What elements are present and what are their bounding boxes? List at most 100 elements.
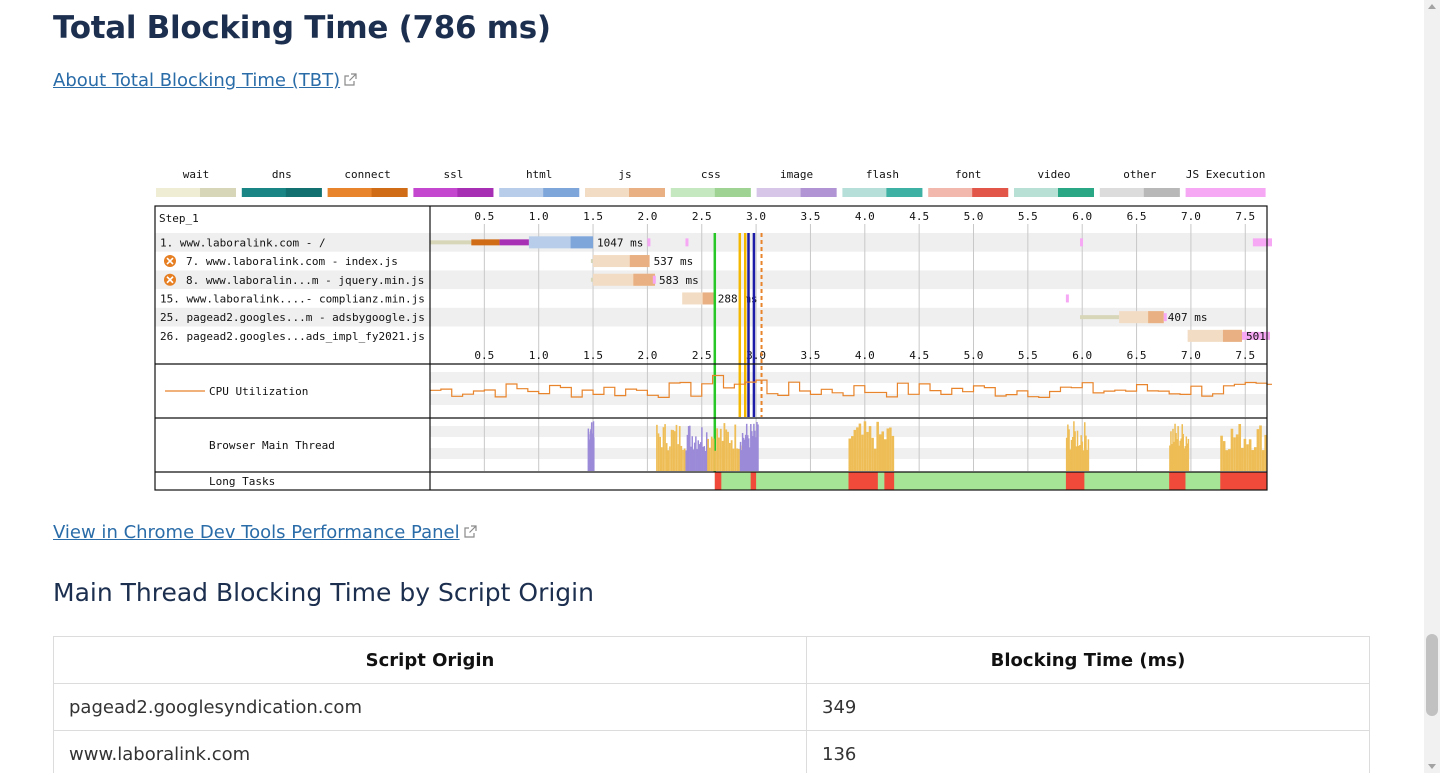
x-tick-label: 5.5 [1018, 349, 1038, 362]
main-thread-bar [1080, 435, 1082, 471]
main-thread-bar [1259, 425, 1262, 471]
long-task [714, 472, 722, 490]
main-thread-bar [656, 424, 658, 471]
main-thread-bar [682, 449, 684, 471]
main-thread-bar [721, 440, 724, 471]
legend-swatch [499, 188, 580, 197]
x-tick-label: 5.0 [964, 349, 984, 362]
main-thread-bar [716, 428, 719, 471]
external-link-icon [464, 525, 477, 538]
legend-label: js [618, 168, 631, 181]
main-thread-bar [727, 431, 729, 471]
main-thread-bar [1254, 447, 1257, 471]
x-tick-label: 7.0 [1181, 210, 1201, 223]
main-thread-bar [1082, 450, 1085, 471]
legend-swatch-dark [886, 188, 923, 197]
js-execution-mark [1065, 294, 1069, 303]
main-thread-bar [1170, 431, 1172, 471]
long-task [884, 472, 895, 490]
main-thread-bar [1084, 422, 1086, 471]
x-tick-label: 2.0 [637, 210, 657, 223]
page-scrollbar[interactable] [1424, 0, 1440, 773]
bar-phase-wait [590, 277, 594, 282]
main-thread-bar [730, 440, 733, 471]
legend-swatch-light [1099, 188, 1180, 197]
table-header-row: Script Origin Blocking Time (ms) [53, 636, 1370, 684]
scrollbar-thumb[interactable] [1426, 634, 1438, 716]
main-thread-bar [710, 436, 713, 471]
x-tick-label: 2.5 [692, 210, 712, 223]
main-thread-bar [1246, 444, 1249, 471]
x-tick-label: 1.5 [583, 349, 603, 362]
x-tick-label: 6.0 [1072, 210, 1092, 223]
main-thread-bar [741, 432, 744, 471]
blocking-time-cell: 136 [806, 730, 1370, 773]
legend-swatch-light [499, 188, 580, 197]
legend-swatch-light [413, 188, 494, 197]
legend-swatch [1185, 188, 1266, 197]
main-thread-bar [1069, 449, 1072, 471]
main-thread-bar [712, 438, 715, 471]
main-thread-bar [1256, 429, 1260, 471]
x-tick-label: 4.5 [909, 349, 929, 362]
main-thread-bar [725, 429, 728, 471]
x-tick-label: 4.0 [855, 210, 875, 223]
scroll-down-icon[interactable] [1428, 764, 1436, 769]
request-duration: 537 ms [654, 255, 694, 268]
main-thread-bar [853, 429, 857, 471]
main-thread-bar [702, 446, 704, 471]
main-thread-bar [1087, 439, 1090, 471]
x-tick-label: 6.5 [1127, 210, 1147, 223]
main-thread-bar [1261, 450, 1265, 471]
about-tbt-link[interactable]: About Total Blocking Time (TBT) [53, 70, 357, 91]
main-thread-bar [756, 421, 758, 471]
bar-download-dark [702, 292, 714, 305]
request-label: 7. www.laboralink.com - index.js [186, 255, 398, 268]
request-duration: 1047 ms [597, 236, 643, 249]
main-thread-bar [891, 435, 895, 471]
x-tick-label: 2.5 [692, 349, 712, 362]
legend-swatch-dark [1143, 188, 1180, 197]
main-thread-bar [1070, 439, 1073, 471]
legend-swatch [156, 188, 236, 197]
long-task [1065, 472, 1085, 490]
chart-stripe [430, 426, 1267, 437]
scroll-up-icon[interactable] [1428, 4, 1436, 9]
warning-icon [164, 273, 176, 286]
main-thread-bar [1183, 448, 1186, 471]
devtools-link[interactable]: View in Chrome Dev Tools Performance Pan… [53, 522, 477, 543]
main-thread-bar [1241, 447, 1244, 471]
main-thread-bar [697, 440, 700, 471]
main-thread-bar [689, 425, 691, 471]
main-thread-bar [690, 446, 692, 471]
main-thread-bar [685, 450, 687, 471]
x-tick-label: 3.0 [746, 210, 766, 223]
main-thread-bar [1079, 444, 1081, 471]
bar-phase-connect [471, 239, 500, 246]
x-tick-label: 5.0 [964, 210, 984, 223]
row-stripe [155, 233, 1267, 252]
main-thread-bar [881, 431, 885, 471]
main-thread-bar [866, 431, 869, 471]
main-thread-bar [749, 447, 751, 471]
main-thread-bar [670, 429, 673, 471]
main-thread-bar [748, 438, 750, 471]
legend-label: image [780, 168, 813, 181]
main-thread-bar [686, 434, 689, 471]
x-tick-label: 3.5 [801, 349, 821, 362]
main-thread-bar [1073, 421, 1075, 471]
legend-swatch [585, 188, 665, 197]
legend-swatch-light [327, 188, 408, 197]
legend-swatch-light [1185, 188, 1266, 197]
chart-frame [154, 205, 1268, 491]
section-title: Main Thread Blocking Time by Script Orig… [53, 578, 594, 607]
main-thread-bar [593, 437, 595, 471]
main-thread-bar [1077, 445, 1080, 471]
legend-swatch-light [156, 188, 236, 197]
legend-swatch-light [1014, 188, 1094, 197]
main-thread-bar [1225, 450, 1229, 471]
legend-label: connect [344, 168, 390, 181]
main-thread-bar [884, 439, 887, 471]
bar-download-dark [633, 273, 656, 286]
main-thread-bar [1085, 435, 1087, 471]
